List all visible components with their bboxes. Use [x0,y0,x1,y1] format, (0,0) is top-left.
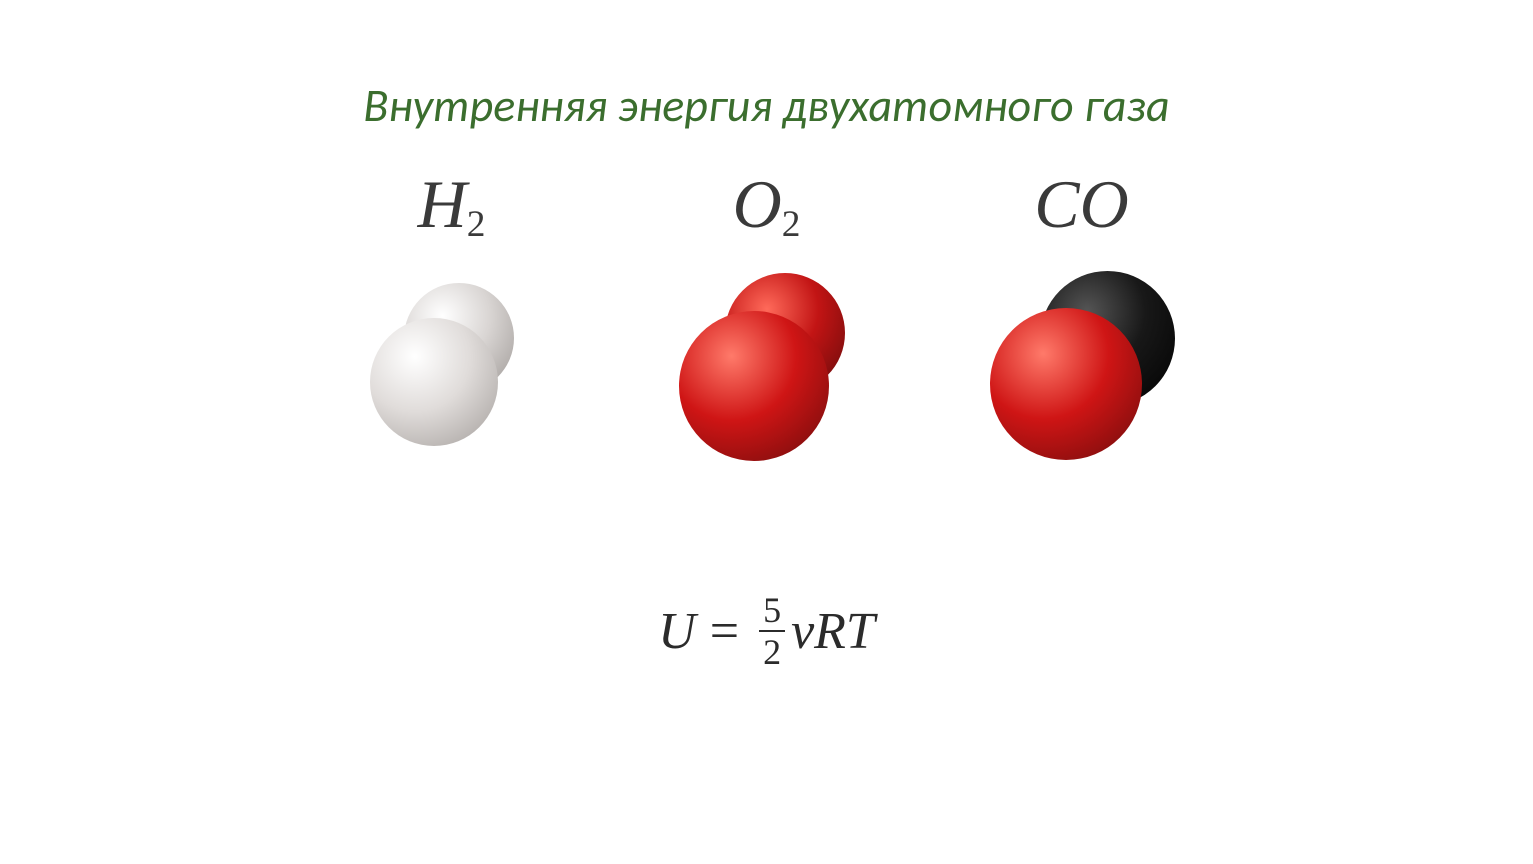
molecule-o2: O 2 [667,165,867,463]
formula: U = 5 2 νRT [0,590,1533,672]
molecule-co: CO [982,165,1182,463]
molecule-h2: H 2 [352,165,552,463]
atom-o2-front [679,311,829,461]
formula-denominator: 2 [759,632,785,672]
formula-equals: = [710,602,739,661]
molecule-h2-atoms [352,263,552,463]
molecule-co-label-main: CO [1034,165,1128,244]
molecule-h2-label-main: H [418,165,467,244]
molecule-co-atoms [982,263,1182,463]
formula-fraction: 5 2 [759,590,785,672]
molecule-o2-atoms [667,263,867,463]
formula-numerator: 5 [759,590,785,630]
atom-co-front [990,308,1142,460]
molecule-o2-label-sub: 2 [782,203,801,246]
molecule-o2-label: O 2 [733,165,801,245]
atom-h2-front [370,318,498,446]
slide-title: Внутренняя энергия двухатомного газа [0,78,1533,134]
molecules-row: H 2 O 2 CO [0,165,1533,463]
molecule-co-label: CO [1034,165,1128,245]
molecule-h2-label: H 2 [418,165,486,245]
formula-lhs: U [658,602,696,661]
formula-rhs: νRT [791,602,875,661]
molecule-h2-label-sub: 2 [467,203,486,246]
molecule-o2-label-main: O [733,165,782,244]
